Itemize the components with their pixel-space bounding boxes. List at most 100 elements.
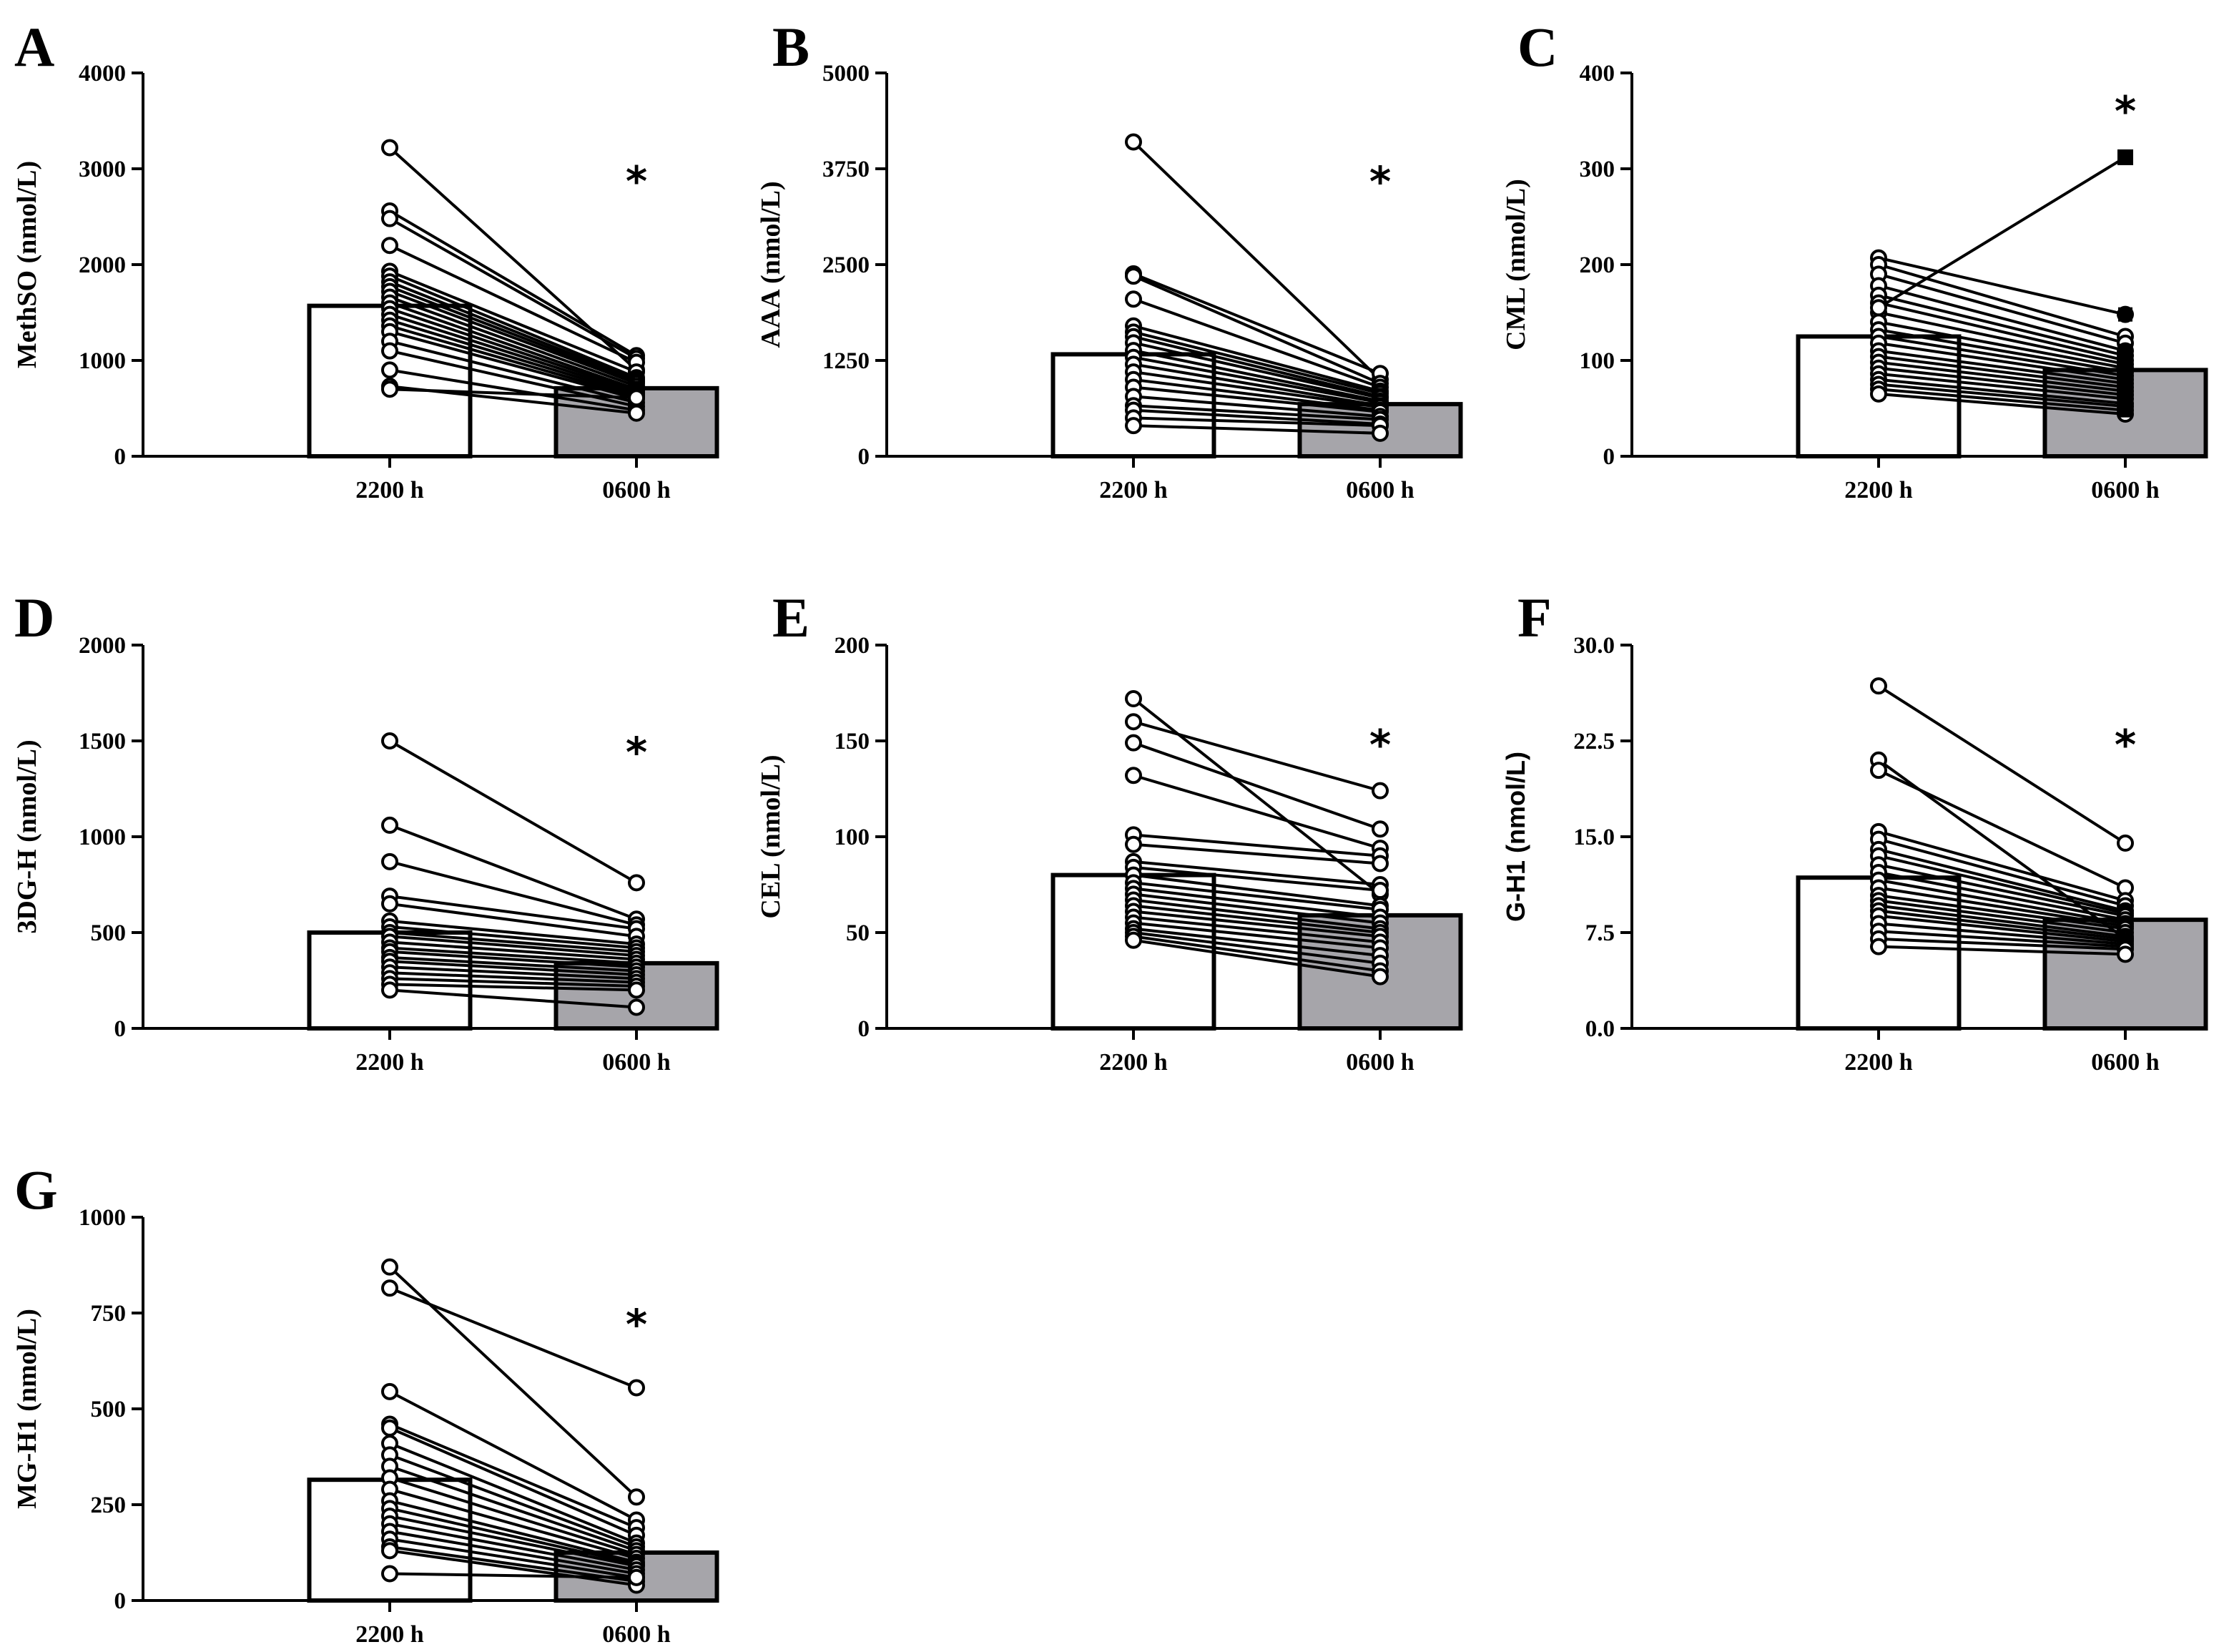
panel-b-pair-line <box>1133 349 1381 403</box>
panel-a-y-tick-label: 1000 <box>79 348 126 374</box>
panel-e-y-tick-label: 100 <box>835 825 870 850</box>
panel-g-pair-line <box>389 1422 637 1530</box>
panel-c-pair-line <box>1878 320 2126 370</box>
panel-b-pair-line <box>1132 141 1382 381</box>
panel-f-pair-line <box>1878 871 2126 922</box>
panel-f-point-2200 <box>1870 938 1887 955</box>
panel-e-point-0600 <box>1372 882 1389 900</box>
panel-d-pair-line <box>389 955 637 973</box>
panel-d-point-2200 <box>381 895 398 913</box>
panel-e-pair-line <box>1133 741 1381 831</box>
panel-d-point-2200 <box>381 852 398 870</box>
panel-c-pair-line <box>1878 256 2126 316</box>
panel-c-x-tick-label: 2200 h <box>1844 477 1913 503</box>
panel-c-square-point <box>2118 357 2132 372</box>
panel-e-pair-line <box>1133 904 1381 934</box>
panel-b-pair-line <box>1133 378 1381 412</box>
panel-d-y-tick-label: 500 <box>91 920 127 946</box>
panel-c-pair-line <box>1878 378 2126 405</box>
panel-f-pair-line <box>1878 863 2126 918</box>
panel-e-pair-line <box>1133 938 1381 978</box>
panel-c-pair-line <box>1878 372 2126 400</box>
panel-a-pair-line <box>389 275 637 379</box>
panel-e-point-2200 <box>1125 690 1142 708</box>
panel-g-significance: * <box>626 1300 647 1349</box>
panel-d-y-tick-label: 2000 <box>79 633 126 659</box>
panel-g-pair-line <box>389 1515 637 1568</box>
panel-e-pair-line <box>1133 833 1381 857</box>
panel-c-pair-line <box>1878 328 2126 374</box>
panel-d-y-tick-label: 1500 <box>79 729 126 754</box>
panel-g-pair-line <box>389 1426 637 1537</box>
panel-d-letter: D <box>14 586 54 649</box>
panel-c-pair-line <box>1878 311 2126 366</box>
panel-d-significance: * <box>626 728 647 777</box>
panel-g-point-2200 <box>381 1382 398 1400</box>
panel-d-pair-line <box>389 895 637 930</box>
panel-e-pair-line <box>1133 720 1381 792</box>
panel-f-x-tick-label: 0600 h <box>2091 1049 2160 1076</box>
panel-c-significance: * <box>2115 87 2136 136</box>
panel-f-x-tick-label: 2200 h <box>1844 1049 1913 1076</box>
panel-b-y-tick-label: 5000 <box>822 61 870 87</box>
panel-g-pair-line <box>389 1507 637 1566</box>
panel-f-pair-line <box>1878 854 2126 915</box>
panel-a-pair-line <box>388 210 638 358</box>
panel-g-x-tick-label: 0600 h <box>602 1621 671 1648</box>
panel-g-point-0600 <box>628 1379 645 1397</box>
panel-d-pair-line <box>389 950 637 969</box>
panel-b-pair-line <box>1133 395 1381 418</box>
panel-d-point-0600 <box>628 874 645 892</box>
panel-d-pair-line <box>389 931 637 953</box>
panel-c-square-point <box>2118 307 2132 322</box>
panel-d-y-axis-title: 3DG-H (nmol/L) <box>12 739 42 933</box>
panel-c-pair-line <box>1878 383 2126 408</box>
panel-f-point-2200 <box>1870 677 1887 695</box>
panel-a: A 0 1000 2000 3000 4000 2200 h 0600 h MethSO (nm… <box>12 16 719 503</box>
panel-f-point-0600 <box>2117 834 2134 852</box>
panel-b-pair-line <box>1133 324 1381 393</box>
panel-c-pair-line <box>1878 366 2126 397</box>
panel-f-pair-line <box>1878 878 2126 925</box>
panel-f-y-tick-label: 0.0 <box>1585 1016 1615 1042</box>
panel-d-pair-line <box>389 902 637 938</box>
panel-f-y-tick-label: 30.0 <box>1573 633 1615 659</box>
panel-f-y-tick-label: 7.5 <box>1585 920 1615 946</box>
panel-c-pair-line <box>1878 349 2126 385</box>
panel-a-y-tick-label: 0 <box>114 444 127 470</box>
panel-d-pair-line <box>389 940 637 961</box>
panel-g-pair-line <box>389 1522 637 1572</box>
panel-a-letter: A <box>14 16 54 78</box>
panel-e-point-2200 <box>1125 734 1142 752</box>
panel-c-square-point <box>2118 343 2132 358</box>
panel-d-pair-line <box>389 960 637 976</box>
panel-e-pair-line <box>1133 898 1381 930</box>
panel-d-pair-line <box>389 971 637 984</box>
panel-c-pair-line <box>1878 388 2126 412</box>
panel-f-pair-line <box>1878 922 2126 946</box>
panel-e-pair-line <box>1133 915 1381 944</box>
panel-g-point-0600 <box>628 1568 645 1586</box>
panel-g-pair-line <box>389 1549 637 1587</box>
panel-a-pair-line <box>389 280 637 381</box>
panel-d-pair-line <box>389 935 637 958</box>
panel-d-pair-line <box>389 965 637 980</box>
panel-d-pair-line <box>389 919 637 946</box>
panel-b-pair-line <box>1133 275 1381 385</box>
panel-a-y-tick-label: 2000 <box>79 252 126 278</box>
panel-c: C 0 100 200 300 400 2200 h 0600 h CML (nmol/L) * <box>1501 16 2208 503</box>
panel-b-pair-line <box>1133 272 1381 375</box>
panel-d-point-0600 <box>628 998 645 1016</box>
panel-e-point-0600 <box>1372 855 1389 872</box>
panel-g-point-2200 <box>381 1542 398 1560</box>
panel-f-pair-line <box>1878 837 2126 908</box>
panel-c-y-axis-title: CML (nmol/L) <box>1501 179 1531 350</box>
panel-b-pair-line <box>1133 335 1381 398</box>
panel-f-pair-line <box>1878 945 2126 956</box>
panel-a-pair-line <box>389 244 637 364</box>
panel-e-pair-line <box>1133 910 1381 938</box>
panel-c-pair-line <box>1877 156 2127 310</box>
panel-e-point-0600 <box>1372 820 1389 838</box>
panel-c-pair-line <box>1878 293 2126 358</box>
panel-f-y-tick-label: 15.0 <box>1573 825 1615 850</box>
